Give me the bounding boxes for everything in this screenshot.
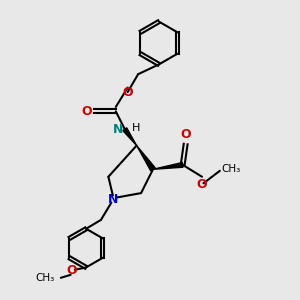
Text: O: O	[122, 85, 133, 98]
Polygon shape	[153, 163, 183, 169]
Text: CH₃: CH₃	[36, 273, 55, 283]
Text: N: N	[108, 193, 118, 206]
Text: O: O	[66, 264, 76, 277]
Text: H: H	[132, 123, 140, 133]
Polygon shape	[123, 128, 136, 146]
Text: O: O	[81, 105, 92, 118]
Polygon shape	[136, 146, 155, 171]
Text: O: O	[180, 128, 191, 141]
Text: CH₃: CH₃	[221, 164, 241, 174]
Text: O: O	[197, 178, 207, 191]
Text: N: N	[113, 123, 123, 136]
